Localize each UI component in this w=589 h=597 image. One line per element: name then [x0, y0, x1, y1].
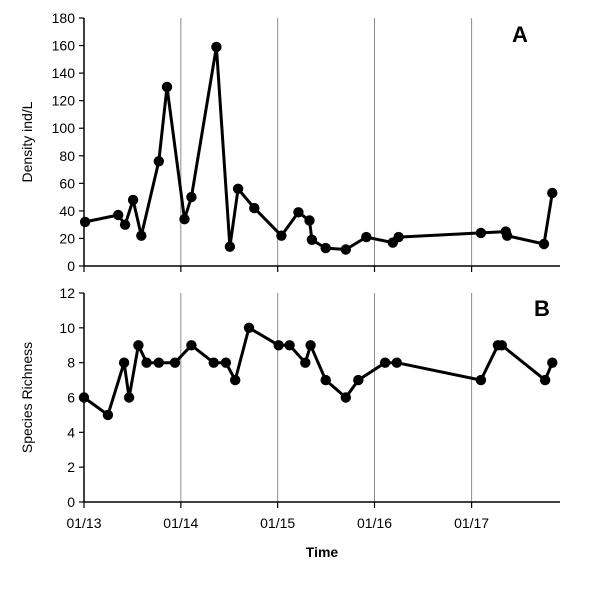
data-point	[78, 392, 90, 403]
data-point	[391, 357, 402, 368]
data-point	[102, 409, 114, 421]
data-point	[224, 241, 236, 252]
data-point	[186, 340, 197, 351]
data-point	[361, 231, 372, 243]
data-point	[320, 374, 331, 386]
data-point	[127, 194, 139, 206]
y-tick-label: 4	[67, 424, 75, 440]
data-point	[118, 357, 130, 368]
data-point	[113, 209, 124, 221]
data-point	[179, 214, 190, 225]
y-tick-label: 160	[52, 38, 76, 54]
x-axis-label: Time	[306, 544, 339, 560]
y-tick-label: 140	[52, 65, 76, 81]
data-point	[136, 230, 147, 241]
data-point	[141, 357, 152, 368]
x-tick-label: 01/16	[357, 515, 392, 531]
data-point	[153, 357, 164, 368]
series-line	[83, 326, 554, 417]
data-point	[496, 340, 507, 351]
data-point	[547, 357, 558, 368]
panel-label: B	[534, 296, 550, 321]
data-point	[320, 242, 331, 254]
y-tick-label: 80	[59, 148, 75, 164]
data-point	[79, 216, 91, 228]
y-tick-label: 100	[52, 120, 76, 136]
data-point	[220, 357, 232, 368]
data-point	[538, 238, 550, 250]
data-point	[539, 374, 551, 386]
y-tick-label: 40	[59, 203, 75, 219]
data-point	[249, 202, 260, 214]
y-tick-label: 6	[67, 390, 75, 406]
data-point	[276, 230, 287, 241]
y-tick-label: 12	[59, 285, 75, 301]
data-point	[306, 234, 318, 245]
y-tick-label: 180	[52, 10, 76, 26]
y-tick-label: 120	[52, 93, 76, 109]
data-point	[243, 322, 255, 333]
data-point	[169, 357, 181, 368]
data-point	[284, 340, 295, 351]
data-point	[273, 340, 284, 351]
data-point	[379, 357, 391, 368]
series-line	[84, 45, 554, 251]
y-tick-label: 0	[67, 258, 75, 274]
panel-label: A	[512, 22, 528, 47]
data-point	[393, 231, 404, 243]
data-point	[230, 374, 241, 386]
x-tick-label: 01/15	[260, 515, 295, 531]
y-axis-label: Density ind/L	[19, 101, 35, 182]
x-tick-label: 01/13	[66, 515, 101, 531]
data-point	[133, 340, 144, 351]
data-point	[304, 215, 315, 226]
data-point	[340, 244, 351, 255]
data-point	[300, 357, 311, 368]
y-tick-label: 2	[67, 459, 75, 475]
y-tick-label: 60	[59, 175, 75, 191]
data-point	[119, 219, 131, 230]
data-point	[293, 207, 304, 218]
data-point	[208, 357, 219, 368]
data-point	[475, 374, 487, 386]
x-tick-label: 01/14	[163, 515, 198, 531]
y-tick-label: 8	[67, 355, 75, 371]
x-tick-label: 01/17	[454, 515, 489, 531]
data-point	[475, 227, 487, 239]
data-point	[501, 230, 513, 241]
data-point	[123, 392, 135, 403]
data-point	[211, 41, 222, 53]
data-point	[340, 392, 351, 403]
y-tick-label: 0	[67, 494, 75, 510]
data-point	[547, 187, 558, 199]
data-point	[232, 183, 244, 194]
y-tick-label: 10	[59, 320, 75, 336]
y-axis-label: Species Richness	[19, 342, 35, 453]
data-point	[305, 340, 316, 351]
y-tick-label: 20	[59, 230, 75, 246]
data-point	[353, 374, 364, 386]
data-point	[153, 156, 164, 167]
data-point	[161, 81, 173, 93]
data-point	[186, 191, 197, 203]
